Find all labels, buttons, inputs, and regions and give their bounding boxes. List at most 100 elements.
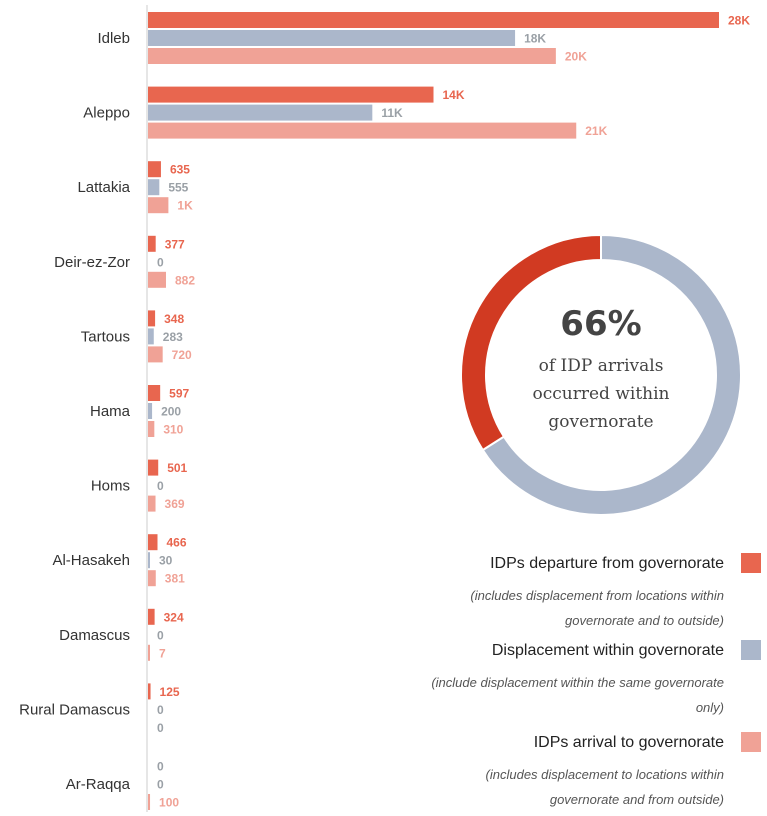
- data-label: 882: [175, 273, 195, 287]
- data-label: 1K: [177, 199, 193, 213]
- data-label: 283: [163, 330, 183, 344]
- data-label: 720: [172, 348, 192, 362]
- data-label: 324: [164, 610, 184, 624]
- bar-group-rural-damascus: Rural Damascus 125 0 0: [19, 683, 180, 735]
- bar: [148, 608, 155, 625]
- data-label: 20K: [565, 50, 587, 64]
- data-label: 369: [165, 497, 185, 511]
- data-label: 18K: [524, 32, 546, 46]
- data-label: 597: [169, 387, 189, 401]
- legend: IDPs departure from governorate (includes…: [431, 553, 761, 807]
- bar: [148, 644, 150, 661]
- donut-slice: [481, 233, 742, 516]
- bar: [148, 794, 151, 810]
- category-label: Aleppo: [83, 105, 130, 122]
- legend-description: only): [696, 700, 724, 715]
- category-label: Rural Damascus: [19, 701, 130, 718]
- legend-title: IDPs arrival to governorate: [534, 734, 724, 751]
- data-label: 310: [163, 423, 183, 437]
- bar: [148, 403, 153, 419]
- bar-group-lattakia: Lattakia 635 555 1K: [77, 161, 193, 214]
- bar-group-idleb: Idleb 28K 18K 20K: [97, 12, 750, 64]
- category-label: Homs: [91, 478, 130, 495]
- bar: [148, 30, 516, 46]
- legend-swatch: [741, 553, 761, 573]
- bar: [148, 48, 556, 64]
- bar: [148, 86, 434, 103]
- bar: [148, 161, 161, 178]
- bar: [148, 495, 156, 512]
- data-label: 0: [157, 479, 164, 493]
- bar: [148, 421, 155, 437]
- data-label: 100: [159, 796, 179, 810]
- bar-group-al-hasakeh: Al-Hasakeh 466 30 381: [52, 534, 187, 587]
- category-label: Idleb: [97, 30, 130, 47]
- legend-title: IDPs departure from governorate: [490, 555, 724, 572]
- data-label: 28K: [728, 14, 750, 28]
- bar: [148, 346, 163, 363]
- bar: [148, 385, 161, 401]
- donut-caption-line: governorate: [548, 412, 653, 432]
- bar: [148, 179, 160, 196]
- data-label: 348: [164, 312, 184, 326]
- data-label: 377: [165, 237, 185, 251]
- bar: [148, 328, 154, 345]
- data-label: 0: [157, 760, 164, 774]
- data-label: 501: [167, 461, 187, 475]
- bar: [148, 683, 151, 700]
- data-label: 0: [157, 255, 164, 269]
- bar-group-hama: Hama 597 200 310: [90, 385, 190, 437]
- data-label: 14K: [443, 88, 465, 102]
- data-label: 0: [157, 778, 164, 792]
- data-label: 21K: [585, 124, 607, 138]
- donut-caption-line: of IDP arrivals: [539, 356, 664, 376]
- legend-description: (include displacement within the same go…: [431, 675, 724, 690]
- legend-description: governorate and from outside): [550, 792, 724, 807]
- category-label: Hama: [90, 403, 131, 420]
- data-label: 381: [165, 572, 185, 586]
- category-label: Damascus: [59, 627, 130, 644]
- bar: [148, 271, 166, 288]
- data-label: 0: [157, 628, 164, 642]
- data-label: 0: [157, 703, 164, 717]
- legend-description: governorate and to outside): [565, 613, 724, 628]
- data-label: 7: [159, 646, 166, 660]
- bar-group-ar-raqqa: Ar-Raqqa 0 0 100: [66, 760, 179, 810]
- data-label: 125: [160, 685, 180, 699]
- data-label: 0: [157, 721, 164, 735]
- category-label: Deir-ez-Zor: [54, 254, 130, 271]
- bar: [148, 570, 156, 587]
- donut-slice: [460, 233, 602, 452]
- legend-description: (includes displacement from locations wi…: [470, 588, 724, 603]
- legend-swatch: [741, 640, 761, 660]
- legend-swatch: [741, 732, 761, 752]
- bar: [148, 197, 169, 214]
- bar: [148, 310, 156, 327]
- legend-title: Displacement within governorate: [492, 642, 724, 659]
- category-label: Tartous: [81, 328, 130, 345]
- bar: [148, 104, 373, 121]
- donut-chart: 66% of IDP arrivals occurred within governo…: [460, 233, 742, 516]
- data-label: 11K: [381, 106, 403, 120]
- data-label: 555: [168, 181, 188, 195]
- data-label: 635: [170, 163, 190, 177]
- data-label: 30: [159, 554, 173, 568]
- bar: [148, 122, 577, 139]
- donut-caption-line: occurred within: [533, 384, 670, 404]
- donut-percentage: 66%: [560, 304, 641, 344]
- data-label: 200: [161, 405, 181, 419]
- bar: [148, 534, 158, 551]
- category-label: Lattakia: [77, 179, 130, 196]
- bar-group-aleppo: Aleppo 14K 11K 21K: [83, 86, 608, 139]
- category-label: Ar-Raqqa: [66, 776, 131, 793]
- bar-group-tartous: Tartous 348 283 720: [81, 310, 192, 363]
- data-label: 466: [167, 536, 187, 550]
- bar: [148, 552, 150, 569]
- category-label: Al-Hasakeh: [52, 552, 130, 569]
- bar: [148, 235, 156, 252]
- bar: [148, 459, 159, 476]
